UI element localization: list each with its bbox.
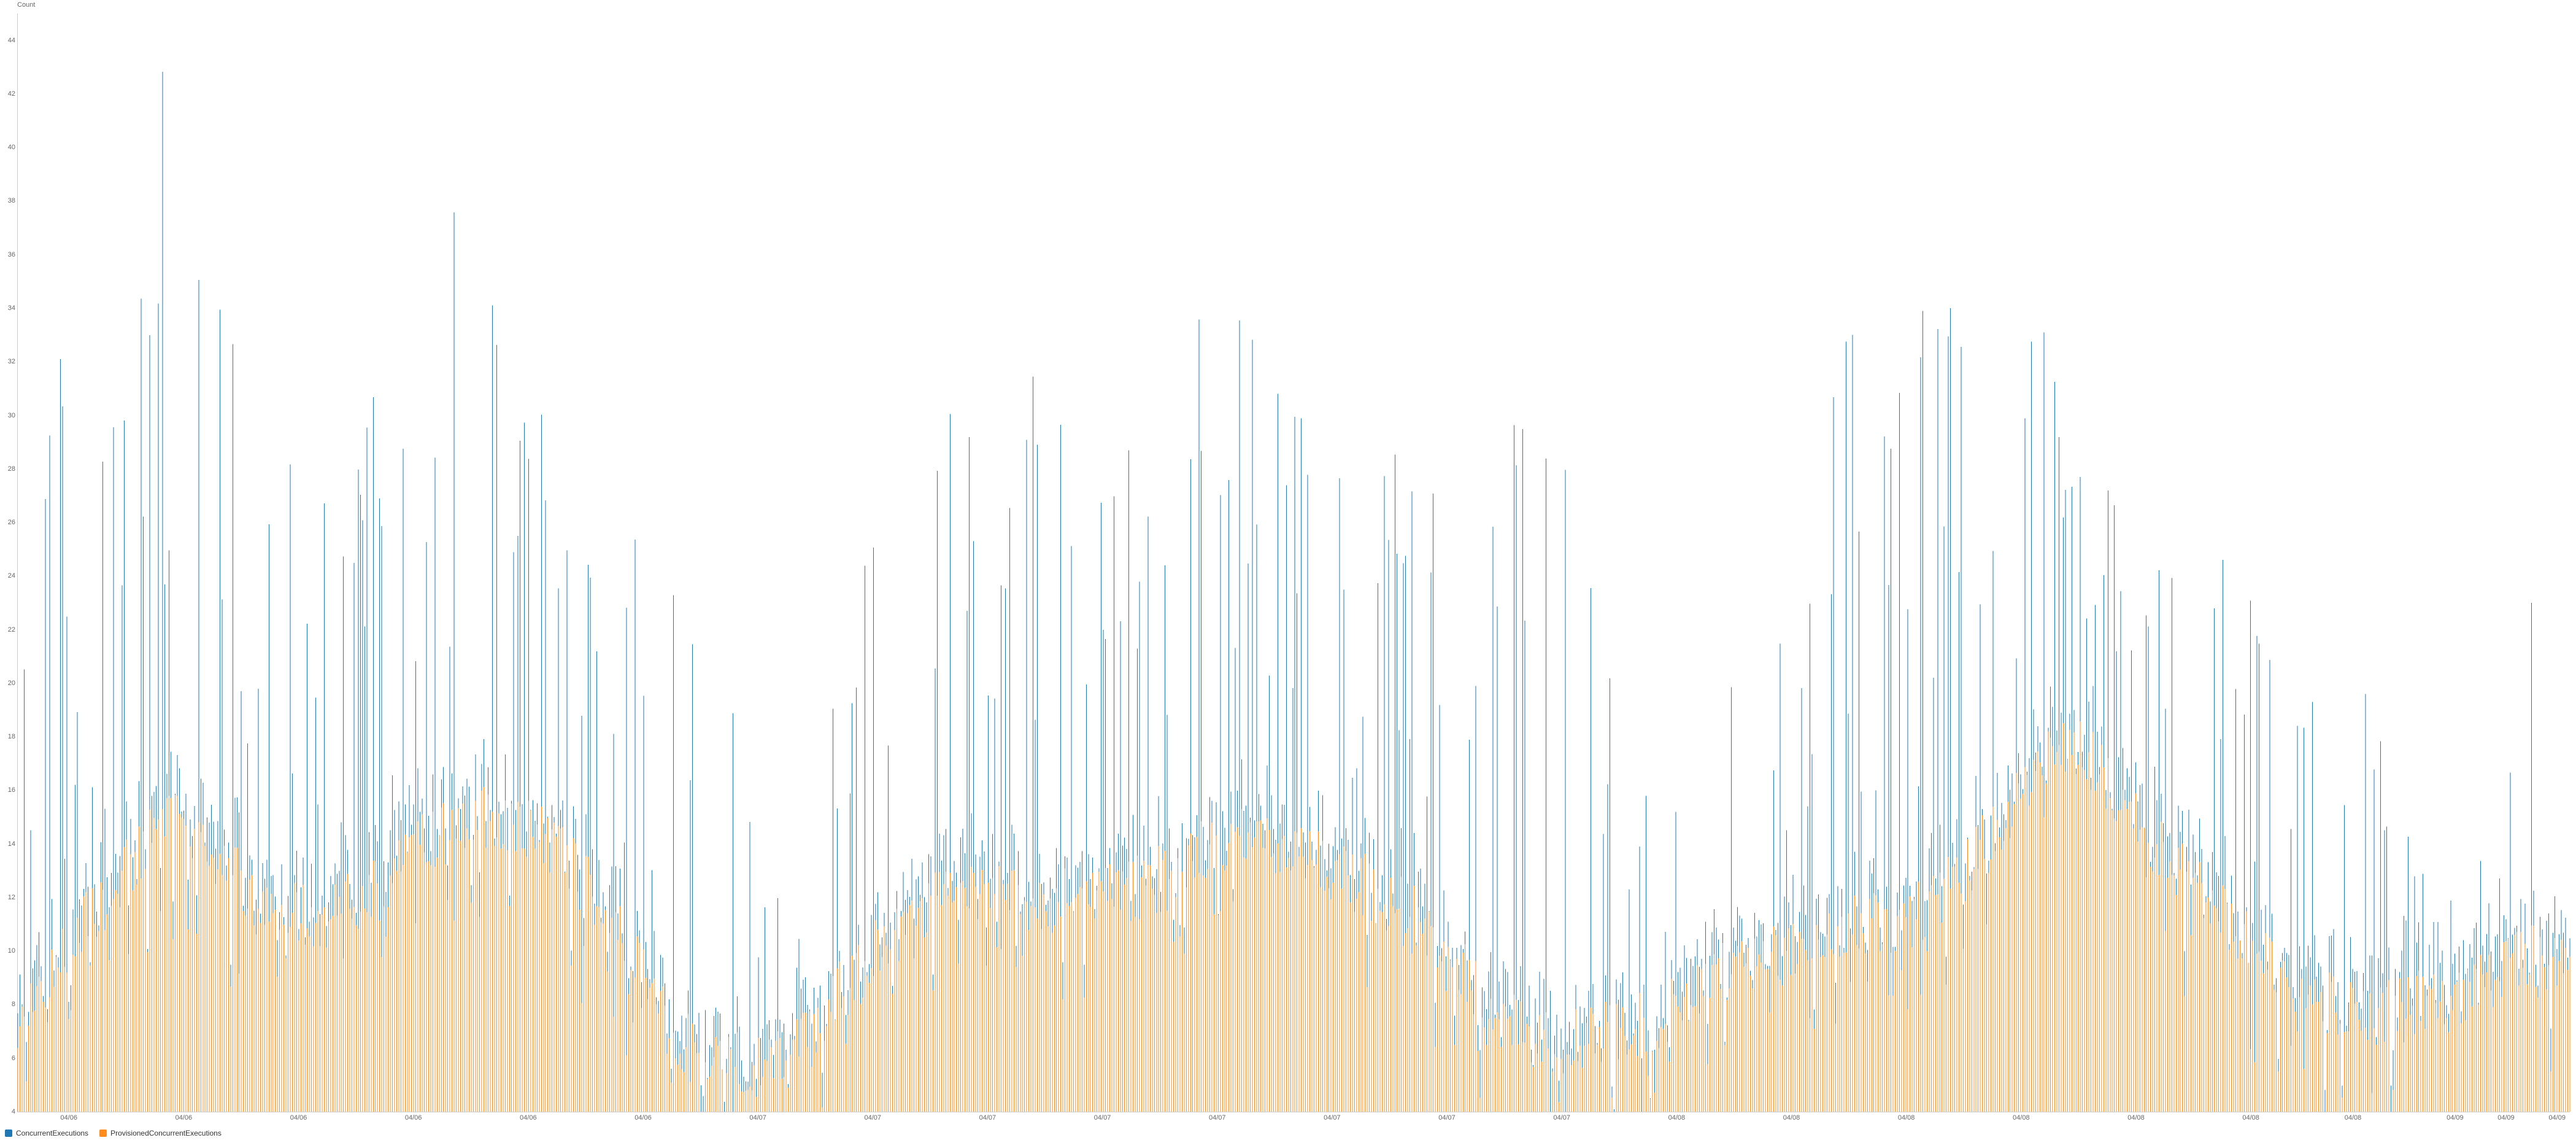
y-tick-label: 40: [8, 144, 15, 151]
y-tick-label: 30: [8, 412, 15, 419]
x-tick-label: 04/07: [1209, 1114, 1226, 1122]
legend-label-provisioned: ProvisionedConcurrentExecutions: [110, 1129, 222, 1137]
y-tick-label: 24: [8, 572, 15, 579]
x-tick-label: 04/08: [2013, 1114, 2030, 1122]
x-tick-label: 04/08: [2242, 1114, 2259, 1122]
x-tick-label: 04/06: [520, 1114, 537, 1122]
y-tick-label: 14: [8, 840, 15, 848]
x-tick-label: 04/06: [290, 1114, 307, 1122]
y-tick-label: 34: [8, 304, 15, 312]
y-tick-label: 12: [8, 894, 15, 901]
x-tick-label: 04/06: [175, 1114, 193, 1122]
y-axis-title: Count: [17, 1, 35, 9]
y-tick-label: 44: [8, 37, 15, 44]
x-tick-label: 04/07: [1094, 1114, 1111, 1122]
x-tick-label: 04/07: [1553, 1114, 1570, 1122]
x-tick-label: 04/07: [1324, 1114, 1341, 1122]
x-tick-label: 04/06: [405, 1114, 422, 1122]
legend-item-provisioned: ProvisionedConcurrentExecutions: [99, 1129, 222, 1137]
x-tick-label: 04/08: [1783, 1114, 1800, 1122]
y-tick-label: 10: [8, 947, 15, 955]
y-tick-label: 26: [8, 519, 15, 526]
y-tick-label: 36: [8, 251, 15, 258]
y-tick-label: 22: [8, 626, 15, 633]
x-tick-label: 04/07: [1438, 1114, 1456, 1122]
legend-swatch-provisioned: [99, 1129, 107, 1137]
y-tick-label: 8: [12, 1001, 15, 1008]
legend-item-concurrent: ConcurrentExecutions: [5, 1129, 88, 1137]
legend-swatch-concurrent: [5, 1129, 12, 1137]
chart-container: Count 4681012141618202224262830323436384…: [0, 0, 2576, 1126]
x-tick-label: 04/08: [2345, 1114, 2362, 1122]
y-tick-label: 38: [8, 197, 15, 204]
y-tick-label: 18: [8, 733, 15, 740]
x-tick-label: 04/06: [60, 1114, 77, 1122]
x-tick-label: 04/09: [2447, 1114, 2464, 1122]
x-tick-label: 04/07: [749, 1114, 766, 1122]
x-tick-label: 04/08: [2127, 1114, 2145, 1122]
y-tick-label: 16: [8, 786, 15, 794]
y-tick-label: 28: [8, 465, 15, 473]
y-tick-label: 20: [8, 680, 15, 687]
x-tick-label: 04/08: [1668, 1114, 1686, 1122]
plot-area: 4681012141618202224262830323436384042440…: [17, 14, 2570, 1112]
x-tick-label: 04/09: [2548, 1114, 2566, 1122]
y-tick-label: 42: [8, 90, 15, 98]
x-tick-label: 04/08: [1898, 1114, 1915, 1122]
y-tick-label: 6: [12, 1055, 15, 1062]
x-tick-label: 04/09: [2497, 1114, 2515, 1122]
legend: ConcurrentExecutions ProvisionedConcurre…: [0, 1126, 2576, 1141]
x-tick-label: 04/07: [864, 1114, 881, 1122]
chart-svg: [18, 14, 2570, 1112]
y-tick-label: 4: [12, 1108, 15, 1115]
y-tick-label: 32: [8, 358, 15, 365]
x-tick-label: 04/07: [979, 1114, 997, 1122]
legend-label-concurrent: ConcurrentExecutions: [16, 1129, 88, 1137]
x-tick-label: 04/06: [634, 1114, 652, 1122]
